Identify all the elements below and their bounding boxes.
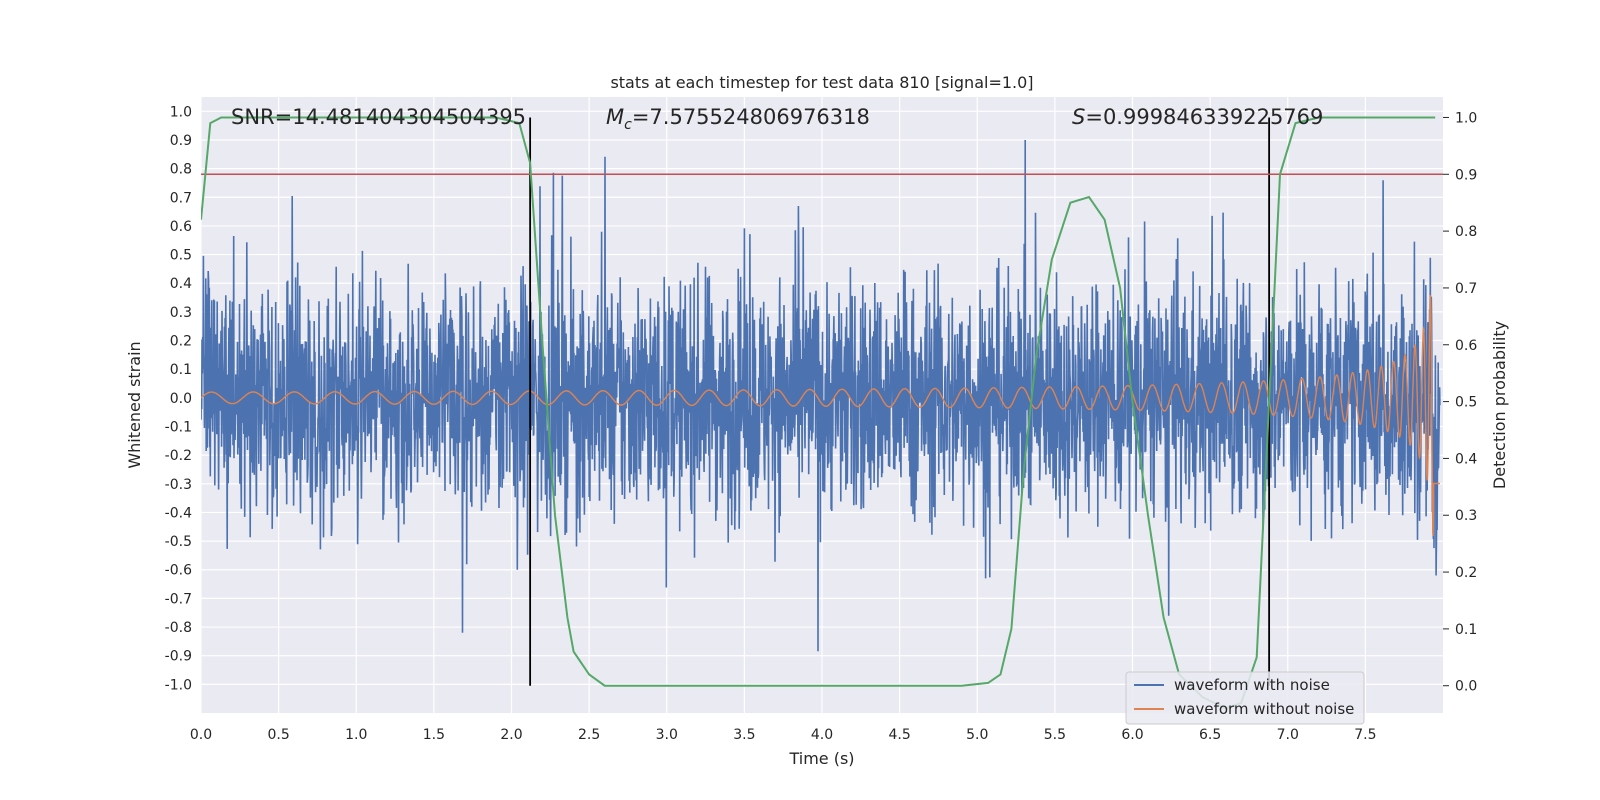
y-tick-label: -0.1: [165, 419, 192, 435]
x-tick-label: 5.5: [1044, 727, 1066, 743]
annotation-chirp-mass-subscript: c: [624, 117, 632, 133]
y2-tick-label: 0.9: [1455, 167, 1477, 183]
y-tick-label: -1.0: [165, 677, 192, 693]
y-tick-label: 0.6: [170, 219, 192, 235]
legend-frame: [1125, 671, 1365, 725]
y-axis-left: 1.0 0.9 0.8 0.7 0.6 0.5 0.4 0.3 0.2 0.1 0.0 -0.1 -0.…: [165, 104, 192, 693]
x-tick-label: 1.0: [345, 727, 367, 743]
y-tick-label: -0.9: [165, 649, 192, 665]
legend: waveform with noise waveform without noi…: [1125, 671, 1365, 725]
x-tick-label: 5.0: [966, 727, 988, 743]
y-tick-label: 0.7: [170, 190, 192, 206]
y2-tick-label: 0.8: [1455, 224, 1477, 240]
x-tick-label: 3.5: [733, 727, 755, 743]
y2-axis-label: Detection probability: [1490, 321, 1509, 489]
y-tick-label: 0.2: [170, 334, 192, 350]
x-tick-label: 0.5: [267, 727, 289, 743]
y-tick-label: 0.8: [170, 162, 192, 178]
annotation-significance-symbol: S: [1072, 105, 1085, 129]
y-tick-label: 0.3: [170, 305, 192, 321]
x-tick-label: 4.0: [811, 727, 833, 743]
y2-tick-label: 0.1: [1455, 622, 1477, 638]
y-tick-label: 0.0: [170, 391, 192, 407]
x-tick-label: 6.5: [1199, 727, 1221, 743]
y-tick-label: 0.1: [170, 362, 192, 378]
y-tick-label: -0.5: [165, 534, 192, 550]
legend-label-clean: waveform without noise: [1174, 700, 1354, 718]
annotation-significance: S=0.999846339225769: [1072, 105, 1323, 129]
annotation-snr: SNR=14.481404304504395: [231, 105, 526, 129]
x-tick-label: 7.5: [1354, 727, 1376, 743]
y2-tick-label: 0.4: [1455, 451, 1477, 467]
y-tick-label: 0.4: [170, 276, 192, 292]
series-waveform-with-noise: [201, 139, 1441, 652]
y-tick-label: -0.2: [165, 448, 192, 464]
y-tick-label: 1.0: [170, 104, 192, 120]
x-tick-label: 1.5: [423, 727, 445, 743]
chart-title: stats at each timestep for test data 810…: [610, 73, 1033, 92]
x-tick-label: 7.0: [1277, 727, 1299, 743]
annotation-chirp-mass-symbol: M: [606, 105, 624, 129]
y-axis-label: Whitened strain: [125, 341, 144, 468]
annotation-chirp-mass-value: =7.575524806976318: [632, 105, 870, 129]
y-tick-label: 0.9: [170, 133, 192, 149]
y2-tick-label: 0.0: [1455, 679, 1477, 695]
y2-tick-label: 0.7: [1455, 281, 1477, 297]
y-tick-label: -0.7: [165, 591, 192, 607]
x-tick-label: 2.5: [578, 727, 600, 743]
y2-tick-label: 0.2: [1455, 565, 1477, 581]
x-tick-label: 0.0: [190, 727, 212, 743]
x-tick-label: 3.0: [656, 727, 678, 743]
legend-label-noise: waveform with noise: [1174, 676, 1330, 694]
y2-tick-label: 0.3: [1455, 508, 1477, 524]
y-tick-label: 0.5: [170, 248, 192, 264]
y-axis-right: 1.0 0.9 0.8 0.7 0.6 0.5 0.4 0.3 0.2 0.1 0.0: [1443, 110, 1477, 695]
series-waveform-without-noise: [201, 294, 1440, 536]
y-tick-label: -0.3: [165, 477, 192, 493]
y-tick-label: -0.6: [165, 563, 192, 579]
x-axis-label: Time (s): [788, 749, 854, 768]
x-axis: 0.0 0.5 1.0 1.5 2.0 2.5 3.0 3.5 4.0 4.5 5.0 5.5 6.0 6…: [190, 727, 1377, 743]
annotation-chirp-mass: Mc=7.575524806976318: [606, 105, 870, 133]
x-tick-label: 2.0: [500, 727, 522, 743]
y2-tick-label: 0.6: [1455, 338, 1477, 354]
x-tick-label: 6.0: [1121, 727, 1143, 743]
x-tick-label: 4.5: [888, 727, 910, 743]
y-tick-label: -0.4: [165, 505, 192, 521]
y2-tick-label: 1.0: [1455, 110, 1477, 126]
annotation-significance-value: =0.999846339225769: [1085, 105, 1323, 129]
y2-tick-label: 0.5: [1455, 395, 1477, 411]
y-tick-label: -0.8: [165, 620, 192, 636]
